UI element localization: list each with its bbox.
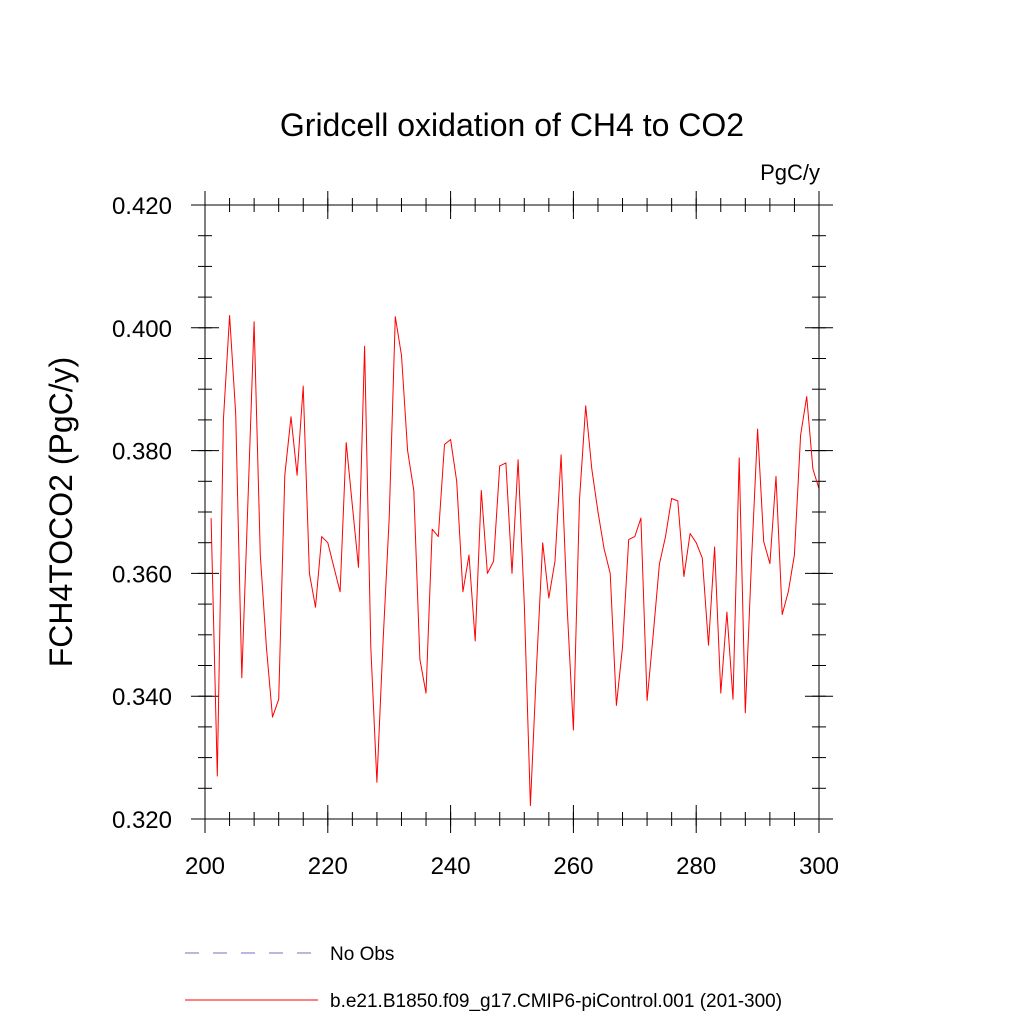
x-tick-label: 300 (799, 853, 839, 880)
y-tick-label: 0.360 (112, 561, 172, 588)
series-layer (210, 315, 820, 806)
units-label: PgC/y (760, 160, 820, 185)
x-tick-label: 280 (676, 853, 716, 880)
y-tick-label: 0.380 (112, 439, 172, 466)
y-tick-label: 0.420 (112, 193, 172, 220)
y-tick-label: 0.400 (112, 316, 172, 343)
legend: No Obs b.e21.B1850.f09_g17.CMIP6-piContro… (185, 944, 782, 1012)
legend-label: No Obs (330, 944, 394, 965)
y-tick-label: 0.340 (112, 684, 172, 711)
x-tick-label: 260 (553, 853, 593, 880)
legend-label: b.e21.B1850.f09_g17.CMIP6-piControl.001 … (330, 991, 782, 1012)
y-axis-label: FCH4TOCO2 (PgC/y) (43, 357, 79, 668)
tick-labels: 200 220 240 260 280 300 0.320 0.340 0.360 0.380 0.… (112, 193, 839, 880)
major-ticks (191, 191, 833, 833)
plot-frame (204, 204, 820, 820)
series-line (210, 315, 820, 806)
minor-ticks (198, 198, 826, 826)
chart-title: Gridcell oxidation of CH4 to CO2 (280, 107, 744, 143)
x-tick-label: 240 (431, 853, 471, 880)
x-tick-label: 200 (185, 853, 225, 880)
y-tick-label: 0.320 (112, 807, 172, 834)
x-tick-label: 220 (308, 853, 348, 880)
